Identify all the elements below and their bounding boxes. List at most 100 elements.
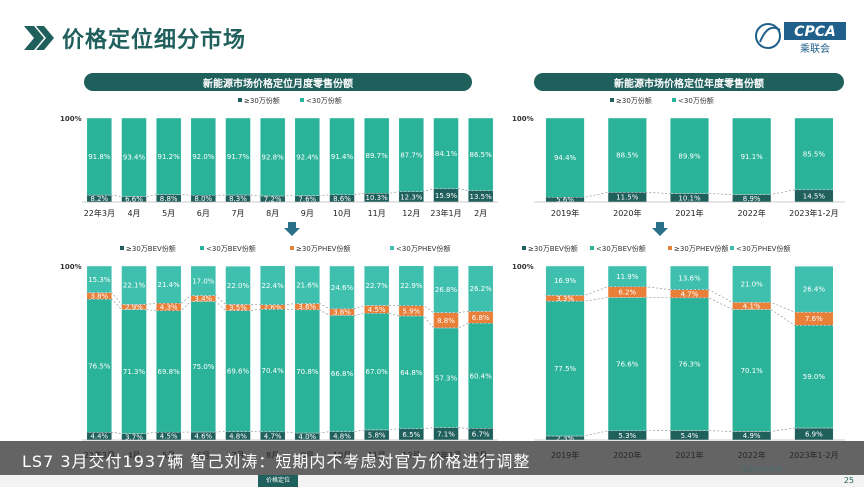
data-label: 26.2%	[470, 285, 493, 293]
page-title: 价格定位细分市场	[62, 28, 247, 53]
bar-segment	[363, 117, 390, 194]
data-label: 8.9%	[743, 195, 761, 203]
data-label: 13.5%	[470, 193, 493, 201]
data-label: 10.3%	[366, 194, 389, 202]
legend-swatch	[668, 246, 672, 250]
data-label: 4.7%	[264, 432, 282, 440]
data-label: 12.3%	[400, 193, 423, 201]
data-label: 2.9%	[125, 303, 143, 311]
data-label: 93.4%	[123, 154, 146, 162]
data-label: 4.8%	[229, 432, 247, 440]
data-label: 92.0%	[192, 153, 215, 161]
bar-segment	[294, 265, 321, 304]
bar-segment	[155, 117, 182, 195]
bar-segment	[433, 265, 459, 313]
legend-swatch	[238, 98, 242, 102]
category-label: 2023年1-2月	[789, 208, 838, 218]
data-label: 3.3%	[556, 295, 574, 303]
data-label: 71.3%	[123, 368, 146, 376]
legend-swatch	[730, 246, 734, 250]
data-label: 4.9%	[743, 432, 761, 440]
data-label: 8.2%	[90, 195, 108, 203]
category-label: 8月	[266, 209, 279, 218]
data-label: 7.6%	[805, 315, 823, 323]
data-label: 6.6%	[125, 196, 143, 204]
data-label: 75.0%	[192, 363, 215, 371]
y-axis-top-label: 100%	[512, 115, 534, 123]
bar-segment	[732, 309, 772, 432]
data-label: 3.5%	[229, 304, 247, 312]
data-label: 17.0%	[192, 277, 215, 285]
category-label: 2022年	[738, 208, 766, 218]
bar-segment	[398, 117, 425, 192]
data-label: 4.3%	[160, 303, 178, 311]
data-label: 85.5%	[803, 150, 826, 158]
bar-segment	[545, 300, 585, 437]
data-label: 21.6%	[296, 281, 319, 289]
section-title-monthly: 新能源市场价格定位月度零售份额	[203, 78, 353, 90]
bar-segment	[433, 117, 459, 189]
bar-segment	[155, 310, 182, 433]
legend-label: ≥30万份额	[244, 96, 280, 105]
legend-label: ≥30万PHEV份额	[674, 244, 728, 253]
data-label: 8.8%	[160, 195, 178, 203]
data-label: 3.8%	[333, 309, 351, 317]
data-label: 24.6%	[331, 284, 354, 292]
data-label: 21.0%	[741, 281, 764, 289]
category-label: 7月	[231, 209, 244, 218]
data-label: 77.5%	[554, 365, 577, 373]
bar-segment	[433, 327, 459, 428]
y-axis-top-label: 100%	[60, 115, 82, 123]
data-label: 69.8%	[158, 368, 181, 376]
bar-segment	[363, 313, 390, 431]
data-label: 92.4%	[296, 153, 319, 161]
connector-line	[545, 286, 834, 313]
category-label: 9月	[301, 209, 314, 218]
legend-label: ≥30万BEV份额	[126, 244, 176, 253]
data-label: 8.0%	[194, 195, 212, 203]
data-label: 6.8%	[472, 314, 490, 322]
data-label: 4.0%	[298, 433, 316, 441]
category-label: 2019年	[551, 208, 579, 218]
data-label: 7.1%	[437, 430, 455, 438]
legend-swatch	[522, 246, 526, 250]
section-title-annual: 新能源市场价格定位年度零售份额	[614, 78, 764, 90]
bar-segment	[86, 117, 113, 196]
legend-label: ≥30万BEV份额	[528, 244, 578, 253]
y-axis-top-label: 100%	[60, 263, 82, 271]
data-label: 4.5%	[368, 306, 386, 314]
connector-line	[86, 188, 494, 197]
data-label: 2.6%	[264, 304, 282, 312]
data-label: 7.6%	[298, 195, 316, 203]
data-label: 4.1%	[743, 302, 761, 310]
down-arrow-icon	[652, 222, 668, 236]
title-bar: 价格定位细分市场	[22, 22, 246, 54]
data-label: 5.3%	[618, 432, 636, 440]
bar-segment	[259, 117, 286, 197]
data-label: 91.7%	[227, 153, 250, 161]
caption-text: LS7 3月交付1937辆 智己刘涛：短期内不考虑对官方价格进行调整	[22, 452, 531, 471]
data-label: 2.3%	[556, 434, 574, 442]
legend-swatch	[290, 246, 294, 250]
data-label: 22.0%	[227, 282, 250, 290]
bar-segment	[794, 265, 834, 313]
data-label: 26.8%	[435, 286, 458, 294]
news-caption-overlay: LS7 3月交付1937辆 智己刘涛：短期内不考虑对官方价格进行调整	[0, 441, 864, 475]
connector-line	[545, 189, 834, 198]
nav-item-active[interactable]: 价格定位	[258, 475, 299, 487]
data-label: 21.4%	[158, 281, 181, 289]
data-label: 4.7%	[681, 290, 699, 298]
source-note: 深度分析报告	[740, 466, 782, 474]
category-label: 2月	[474, 209, 487, 218]
data-label: 5.9%	[402, 307, 420, 315]
legend-label: <30万BEV份额	[206, 244, 256, 253]
data-label: 87.7%	[400, 151, 423, 159]
logo-subtext: 乘联会	[800, 42, 830, 55]
data-label: 92.8%	[262, 153, 285, 161]
legend-swatch	[672, 98, 676, 102]
data-label: 10.1%	[678, 194, 701, 202]
legend-label: <30万PHEV份额	[736, 244, 790, 253]
data-label: 3.6%	[298, 303, 316, 311]
bar-segment	[732, 265, 772, 303]
